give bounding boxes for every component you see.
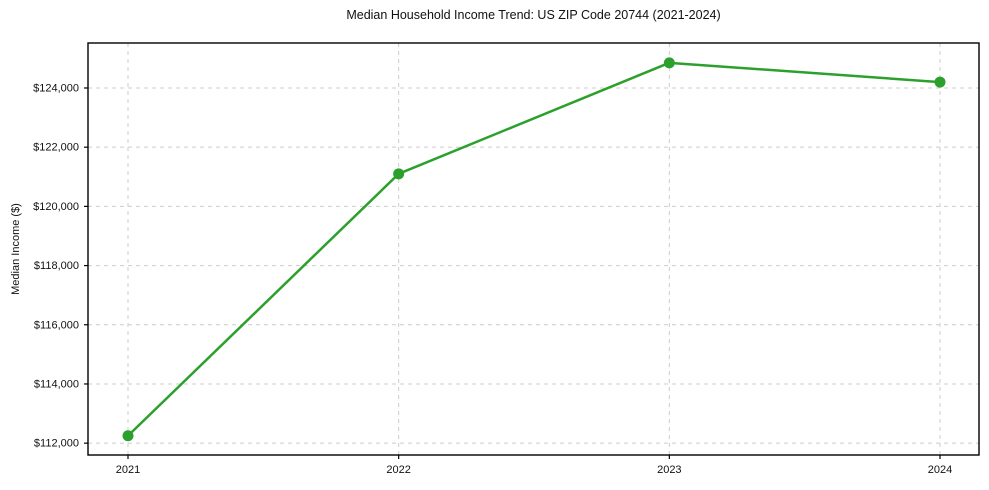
x-tick-label: 2024 [928, 464, 952, 476]
data-point-marker [122, 430, 134, 442]
trend-line [126, 61, 942, 438]
y-tick-label: $112,000 [34, 438, 79, 450]
y-axis-label: Median Income ($) [10, 203, 22, 295]
y-tick-label: $124,000 [33, 82, 79, 94]
y-tick-label: $118,000 [34, 260, 79, 272]
chart-title: Median Household Income Trend: US ZIP Co… [346, 8, 721, 22]
data-point-marker [393, 168, 405, 180]
y-tick-label: $116,000 [34, 319, 79, 331]
x-tick-label: 2021 [116, 464, 140, 476]
data-point-marker [934, 76, 946, 88]
plot-area: $112,000 $114,000 $116,000 $118,000 $120,000… [33, 42, 980, 476]
x-tick-label: 2023 [657, 464, 681, 476]
data-point-marker [663, 57, 675, 69]
x-tick-label: 2022 [386, 464, 410, 476]
plot-frame [87, 42, 980, 456]
y-tick-label: $122,000 [33, 142, 79, 154]
y-tick-label: $120,000 [33, 201, 79, 213]
y-tick-label: $114,000 [34, 378, 79, 390]
